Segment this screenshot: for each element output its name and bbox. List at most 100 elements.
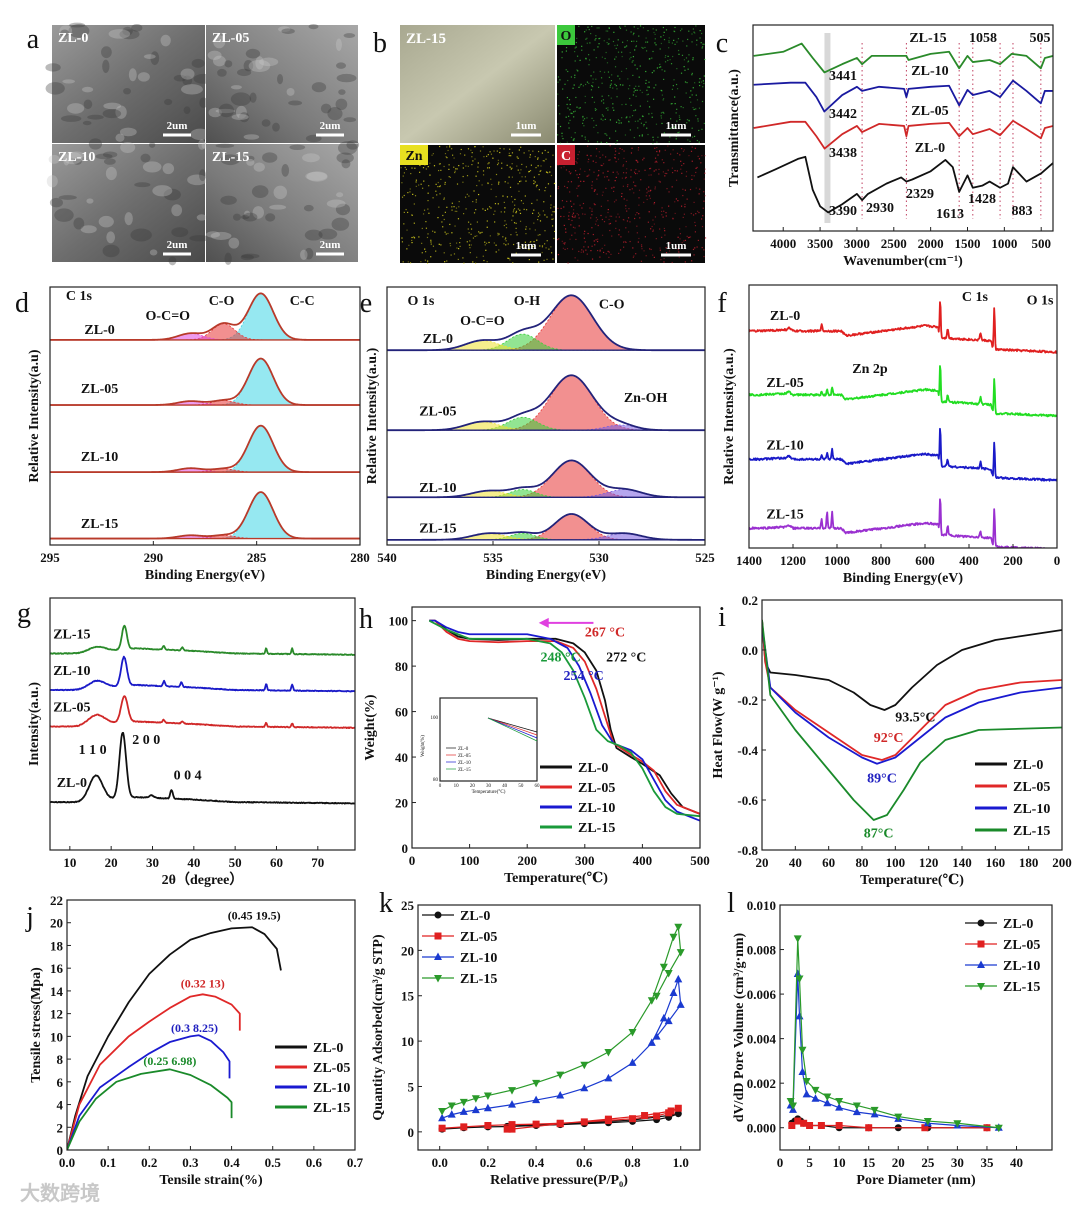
map-dot xyxy=(476,184,478,187)
panel-h-chart: h0 100 200 300 400 500020406080100Temperature… xyxy=(359,604,710,886)
map-dot xyxy=(497,203,499,205)
map-dot xyxy=(635,85,637,87)
map-dot xyxy=(449,223,451,226)
map-dot xyxy=(630,56,632,59)
sem-texture xyxy=(228,237,240,249)
map-dot xyxy=(568,215,570,217)
data-point xyxy=(503,1125,511,1133)
x-tick-label: 0.4 xyxy=(528,1155,545,1170)
map-dot xyxy=(622,172,625,174)
series-line xyxy=(387,374,705,432)
panel-letter: b xyxy=(373,28,387,59)
map-dot xyxy=(597,46,599,48)
plot-area xyxy=(762,619,1062,821)
map-dot xyxy=(528,248,530,251)
map-dot xyxy=(642,27,645,29)
sem-texture xyxy=(224,252,232,265)
data-point xyxy=(798,1067,807,1076)
map-dot xyxy=(446,260,448,262)
map-dot xyxy=(441,221,443,223)
map-dot xyxy=(664,56,666,58)
map-dot xyxy=(578,107,580,109)
annotation: ZL-15 xyxy=(766,507,803,522)
map-dot xyxy=(661,122,663,125)
map-dot xyxy=(574,132,576,134)
map-dot xyxy=(607,211,609,214)
map-dot xyxy=(701,225,704,228)
map-dot xyxy=(683,149,685,151)
map-dot xyxy=(447,149,449,152)
series-zl-10 xyxy=(438,974,685,1122)
map-dot xyxy=(413,222,415,224)
map-dot xyxy=(654,147,656,149)
map-dot xyxy=(409,191,411,193)
map-dot xyxy=(493,150,495,152)
map-dot xyxy=(679,118,681,121)
map-dot xyxy=(414,195,417,197)
map-dot xyxy=(471,156,473,158)
map-dot xyxy=(682,150,685,152)
map-dot xyxy=(509,259,511,261)
map-dot xyxy=(529,169,532,172)
map-dot xyxy=(611,187,613,189)
map-dot xyxy=(592,78,594,80)
map-dot xyxy=(636,89,638,91)
map-dot xyxy=(561,135,563,137)
map-dot xyxy=(569,191,571,193)
inset-line xyxy=(487,717,538,733)
map-dot xyxy=(597,174,600,176)
map-dot xyxy=(696,246,698,248)
map-dot xyxy=(600,141,602,143)
data-point xyxy=(865,1124,873,1132)
map-dot xyxy=(667,55,669,57)
map-dot xyxy=(530,241,532,243)
map-dot xyxy=(641,245,643,248)
map-dot xyxy=(695,94,697,96)
map-dot xyxy=(584,83,587,86)
map-dot xyxy=(473,190,475,192)
scale-label: 1um xyxy=(666,240,687,252)
data-point xyxy=(483,1092,492,1101)
map-dot xyxy=(697,155,699,157)
plot-frame xyxy=(49,286,361,546)
map-dot xyxy=(536,239,538,241)
map-dot xyxy=(531,202,533,205)
series-line xyxy=(429,619,700,822)
legend-label: ZL-10 xyxy=(1013,802,1050,817)
map-dot xyxy=(623,219,625,221)
map-dot xyxy=(505,237,507,239)
map-dot xyxy=(560,215,562,218)
map-dot xyxy=(690,150,693,152)
map-dot xyxy=(618,26,621,28)
map-dot xyxy=(567,115,570,117)
map-dot xyxy=(635,95,637,97)
map-dot xyxy=(634,214,637,216)
map-dot xyxy=(630,152,633,154)
map-dot xyxy=(524,195,526,197)
tile-label: ZL-15 xyxy=(406,31,446,47)
map-dot xyxy=(697,120,699,122)
x-tick-label: 0.4 xyxy=(223,1155,240,1170)
series-zl-15 xyxy=(438,923,685,1116)
map-dot xyxy=(564,83,566,85)
map-dot xyxy=(655,238,657,240)
sem-texture xyxy=(199,169,206,182)
map-dot xyxy=(486,226,488,228)
inset-tick: 30 xyxy=(486,784,492,789)
map-dot xyxy=(525,166,528,168)
sem-texture xyxy=(335,38,342,51)
map-dot xyxy=(528,170,531,173)
x-tick-label: 800 xyxy=(871,553,891,568)
map-dot xyxy=(665,212,667,214)
map-dot xyxy=(539,220,542,222)
map-dot xyxy=(570,181,573,183)
sem-texture xyxy=(143,54,156,60)
map-dot xyxy=(542,160,544,162)
map-dot xyxy=(583,118,586,120)
series-line xyxy=(790,937,999,1129)
map-dot xyxy=(583,237,585,239)
y-tick-label: 14 xyxy=(50,984,64,999)
map-dot xyxy=(528,258,530,261)
map-dot xyxy=(580,251,582,253)
map-dot xyxy=(678,256,680,258)
